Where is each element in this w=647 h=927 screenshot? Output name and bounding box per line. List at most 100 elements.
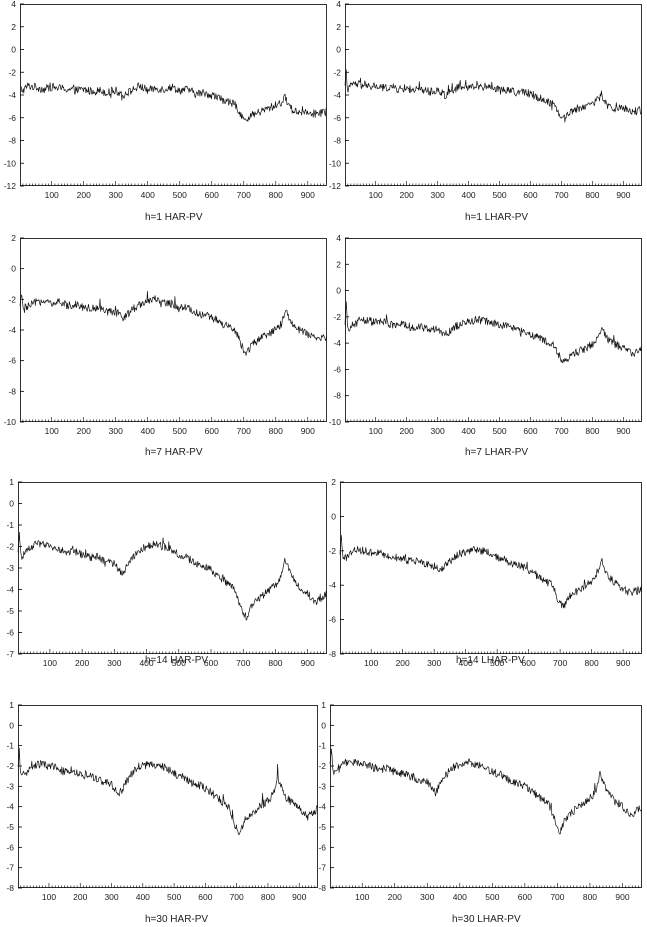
y-tick-label: 2 [331,477,336,487]
x-tick-label: 800 [268,658,282,668]
y-tick-label: 2 [11,22,16,32]
series-line [17,531,328,621]
y-tick-label: -7 [6,863,14,873]
y-tick-label: 4 [336,0,341,9]
x-tick-label: 400 [141,426,155,436]
chart-svg: 1 0 -1 -2 -3 -4 -5 -6 -7 -8 100 200 300 400 500 600 700 8… [6,700,319,902]
x-tick-label: 400 [461,190,475,200]
x-tick-label: 700 [553,658,567,668]
series-line [19,82,327,122]
x-tick-label: 900 [616,190,630,200]
y-tick-label: -5 [6,606,14,616]
y-tick-label: 4 [336,233,341,243]
y-tick-label: -4 [8,90,16,100]
chart-panel-h30-lhar-pv: 1 0 -1 -2 -3 -4 -5 -6 -7 -8 100 200 300 400 500 600 700 8… [318,700,642,902]
x-tick-label: 300 [109,426,123,436]
chart-panel-h7-har-pv: 2 0 -2 -4 -6 -8 -10 100 200 300 400 500 600 700 800 900 [4,233,328,436]
x-tick-label: 400 [139,658,153,668]
chart-svg: 4 2 0 -2 -4 -6 -8 -10 -12 100 200 300 400 500 600 700 80… [329,0,643,200]
y-tick-label: -2 [6,761,14,771]
y-tick-label: 0 [9,720,14,730]
y-tick-label: -4 [328,580,336,590]
x-tick-label: 700 [554,190,568,200]
y-tick-label: -6 [8,113,16,123]
x-tick-label: 800 [269,190,283,200]
chart-caption: h=1 LHAR-PV [465,212,529,223]
y-tick-label: -10 [4,417,17,427]
chart-panel-h14-lhar-pv: 2 0 -2 -4 -6 -8 100 200 300 400 500 600 700 800 900 [328,477,643,668]
y-tick-label: -2 [333,67,341,77]
x-tick-label: 100 [369,190,383,200]
x-tick-label: 100 [364,658,378,668]
y-tick-label: 1 [321,700,326,710]
y-tick-label: -10 [4,158,17,168]
x-tick-label: 300 [427,658,441,668]
x-tick-label: 200 [77,426,91,436]
x-tick-label: 900 [615,892,629,902]
y-tick-label: -7 [6,649,14,659]
x-tick-label: 800 [585,426,599,436]
y-tick-label: -12 [329,181,342,191]
y-tick-label: -8 [333,391,341,401]
x-tick-label: 600 [518,892,532,902]
chart-caption: h=7 LHAR-PV [465,447,529,458]
x-tick-label: 100 [369,426,383,436]
y-tick-label: 0 [11,264,16,274]
x-tick-label: 400 [136,892,150,902]
plot-frame [20,238,327,422]
y-tick-label: 1 [9,477,14,487]
y-tick-label: -6 [8,356,16,366]
chart-caption: h=1 HAR-PV [145,212,203,223]
y-tick-label: -6 [333,364,341,374]
x-tick-label: 200 [388,892,402,902]
plot-frame [18,705,318,888]
chart-caption: h=30 LHAR-PV [452,914,521,925]
x-tick-label: 200 [77,190,91,200]
y-tick-label: -6 [6,628,14,638]
x-tick-label: 800 [585,190,599,200]
x-tick-label: 400 [461,426,475,436]
y-tick-label: -5 [6,822,14,832]
y-tick-label: -1 [318,741,326,751]
x-tick-label: 500 [492,426,506,436]
x-tick-label: 600 [523,426,537,436]
y-tick-label: 0 [336,45,341,55]
y-tick-label: -1 [6,741,14,751]
x-tick-label: 700 [237,426,251,436]
x-tick-label: 200 [396,658,410,668]
y-tick-label: 0 [321,720,326,730]
x-tick-label: 400 [453,892,467,902]
x-tick-label: 800 [261,892,275,902]
series-line [19,290,328,356]
y-tick-label: -8 [333,136,341,146]
x-tick-label: 900 [616,426,630,436]
chart-caption: h=14 LHAR-PV [456,655,525,666]
x-tick-label: 800 [583,892,597,902]
chart-svg: 1 0 -1 -2 -3 -4 -5 -6 -7 -8 100 200 300 400 500 600 700 8… [318,700,642,902]
x-tick-label: 900 [616,658,630,668]
x-tick-label: 500 [485,892,499,902]
series-line [17,747,319,836]
y-tick-label: -2 [6,542,14,552]
series-line [344,69,643,123]
x-tick-label: 600 [205,190,219,200]
x-tick-label: 700 [236,658,250,668]
y-tick-label: -4 [6,585,14,595]
x-tick-label: 300 [104,892,118,902]
y-tick-label: -3 [6,563,14,573]
x-tick-label: 800 [585,658,599,668]
y-tick-label: -10 [329,417,342,427]
y-tick-label: -3 [318,781,326,791]
y-tick-label: 2 [336,22,341,32]
x-tick-label: 600 [204,658,218,668]
x-tick-label: 100 [43,658,57,668]
y-tick-label: 2 [11,233,16,243]
y-tick-label: 2 [336,259,341,269]
chart-svg: 4 2 0 -2 -4 -6 -8 -10 100 200 300 400 500 600 700 800 90… [329,233,643,436]
x-tick-label: 300 [109,190,123,200]
x-tick-label: 600 [198,892,212,902]
x-tick-label: 200 [75,658,89,668]
y-tick-label: 0 [331,511,336,521]
y-tick-label: -6 [328,615,336,625]
x-tick-label: 100 [45,426,59,436]
